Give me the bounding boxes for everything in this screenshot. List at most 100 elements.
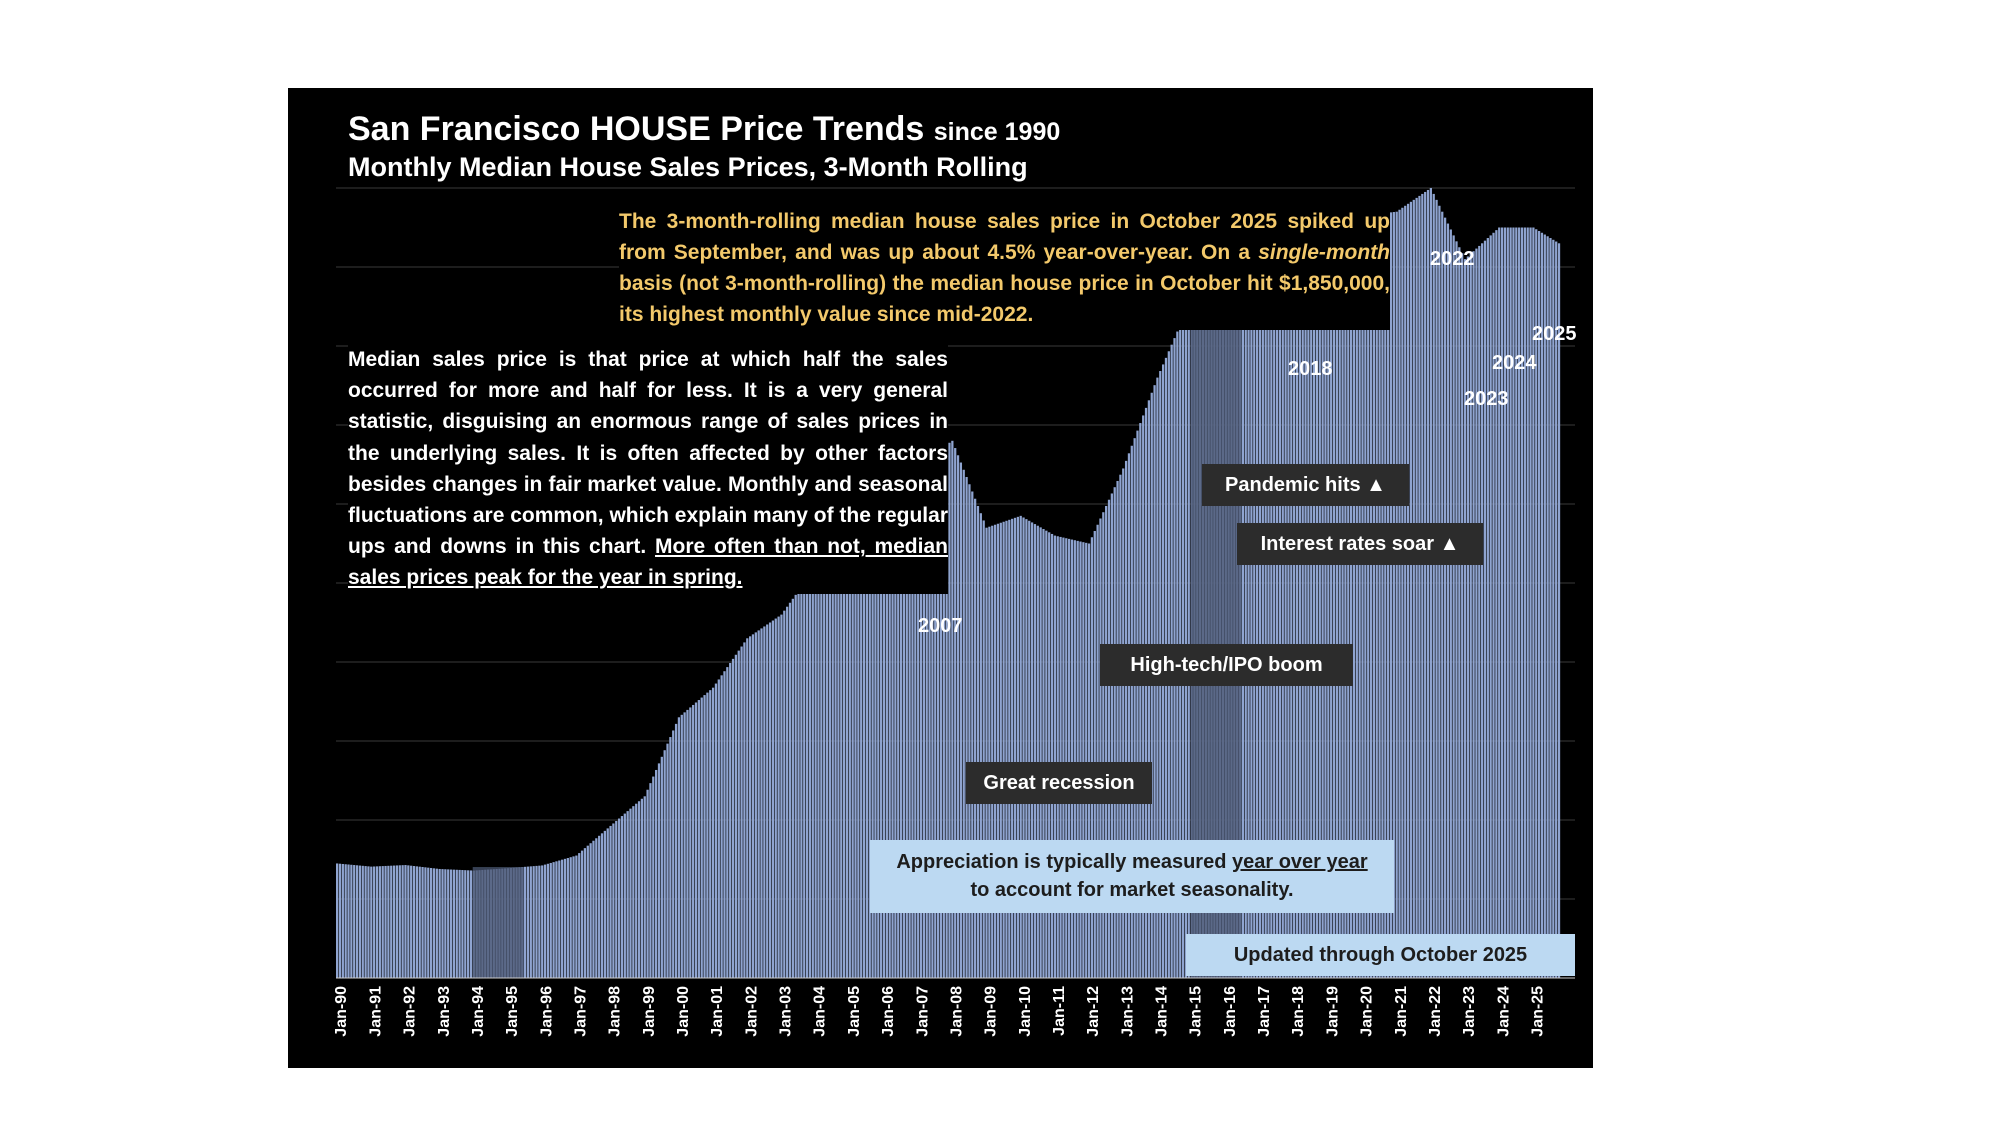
chart-bar (1036, 525, 1039, 978)
chart-bar (1426, 189, 1430, 979)
x-tick-label: Jan-04 (812, 986, 829, 1037)
chart-bar (1284, 229, 1287, 979)
chart-bar (891, 467, 894, 978)
chart-bar (1310, 235, 1313, 978)
chart-bar (854, 481, 857, 978)
chart-bar (723, 671, 726, 978)
chart-bar (1392, 212, 1395, 978)
chart-bar (1290, 228, 1293, 978)
chart-bar (592, 840, 595, 978)
chart-bar (1438, 205, 1441, 978)
chart-bar (1358, 217, 1361, 978)
chart-bar (774, 618, 777, 978)
chart-bar (1287, 228, 1290, 978)
chart-bar (914, 464, 917, 979)
chart-bar (717, 679, 720, 978)
x-tick-label: Jan-24 (1495, 986, 1512, 1037)
annotation-high-tech: High-tech/IPO boom (1100, 644, 1353, 686)
chart-panel: Jan-90 Jan-91 Jan-92 Jan-93 Jan-94 Jan-95 Jan-… (288, 88, 1593, 1068)
chart-bar (390, 865, 393, 978)
chart-bar (1415, 197, 1418, 979)
chart-bar (888, 467, 891, 978)
chart-bar (999, 522, 1002, 978)
chart-bar (1042, 529, 1045, 978)
chart-subtitle: Monthly Median House Sales Prices, 3-Mon… (348, 152, 1028, 182)
x-tick-label: Jan-22 (1427, 986, 1444, 1037)
chart-bar (868, 475, 871, 978)
chart-bar (897, 466, 900, 978)
chart-bar (1079, 541, 1082, 978)
x-tick-label: Jan-17 (1256, 986, 1273, 1037)
chart-svg: Jan-90 Jan-91 Jan-92 Jan-93 Jan-94 Jan-95 Jan-… (333, 187, 1575, 1037)
chart-bar (1478, 245, 1481, 978)
peak-label-2018: 2018 (1288, 358, 1333, 380)
chart-bar (942, 446, 945, 979)
chart-bar (1270, 232, 1273, 978)
chart-bar (1406, 203, 1410, 979)
chart-bar (569, 857, 572, 978)
chart-bar (1087, 543, 1091, 978)
chart-bar (1016, 516, 1019, 978)
chart-bar (464, 870, 467, 978)
chart-bar (1116, 480, 1119, 978)
peak-label-2007: 2007 (918, 615, 963, 637)
chart-bar (956, 455, 960, 978)
chart-bar (344, 864, 347, 978)
chart-bar (429, 867, 433, 978)
chart-bar (1432, 193, 1435, 979)
chart-bar (1361, 215, 1364, 978)
chart-bar (1461, 253, 1464, 978)
chart-bar (1452, 235, 1455, 978)
chart-bar (1124, 460, 1128, 978)
shaded-period (472, 867, 524, 978)
chart-bar (1076, 540, 1079, 978)
chart-bar (763, 626, 766, 978)
chart-bar (706, 692, 709, 978)
peak-label-2024: 2024 (1492, 352, 1537, 374)
chart-bar (794, 594, 797, 978)
chart-bar (1455, 241, 1458, 978)
chart-bar (777, 616, 780, 978)
x-tick-label: Jan-16 (1222, 986, 1239, 1037)
chart-bar (529, 866, 532, 978)
chart-bar (572, 856, 575, 978)
x-tick-label: Jan-03 (778, 986, 795, 1037)
chart-bar (1412, 199, 1415, 979)
x-tick-label: Jan-08 (948, 986, 965, 1037)
chart-bar (1375, 214, 1378, 978)
chart-bar (857, 480, 860, 978)
chart-bar (1498, 227, 1501, 978)
chart-bar (652, 776, 655, 978)
chart-bar (381, 866, 384, 978)
chart-bar (410, 865, 413, 978)
chart-bar (467, 870, 470, 978)
chart-bar (620, 816, 624, 978)
chart-bar (603, 830, 606, 978)
chart-bar (805, 579, 809, 978)
chart-bar (612, 823, 615, 978)
chart-bar (1349, 224, 1353, 978)
chart-bar (965, 477, 968, 978)
chart-title: San Francisco HOUSE Price Trends since 1… (348, 110, 1061, 148)
x-tick-label: Jan-95 (504, 986, 521, 1037)
chart-bar (1429, 188, 1432, 978)
x-tick-label: Jan-90 (333, 986, 350, 1037)
chart-bar (435, 868, 438, 978)
x-tick-label: Jan-15 (1188, 986, 1205, 1037)
chart-bar (655, 769, 658, 978)
chart-bar (1523, 227, 1526, 978)
chart-bar (674, 723, 678, 978)
chart-bar (985, 527, 988, 978)
chart-bar (1352, 222, 1356, 978)
chart-bar (1261, 234, 1264, 979)
chart-bar (546, 863, 550, 978)
chart-bar (1301, 231, 1304, 978)
chart-bar (1404, 205, 1407, 978)
x-tick-label: Jan-93 (436, 986, 453, 1037)
chart-bar (617, 818, 621, 978)
chart-bar (974, 498, 977, 978)
chart-bar (1113, 487, 1116, 978)
chart-bar (461, 870, 464, 978)
chart-bar (1318, 239, 1321, 979)
chart-bar (1056, 536, 1059, 978)
